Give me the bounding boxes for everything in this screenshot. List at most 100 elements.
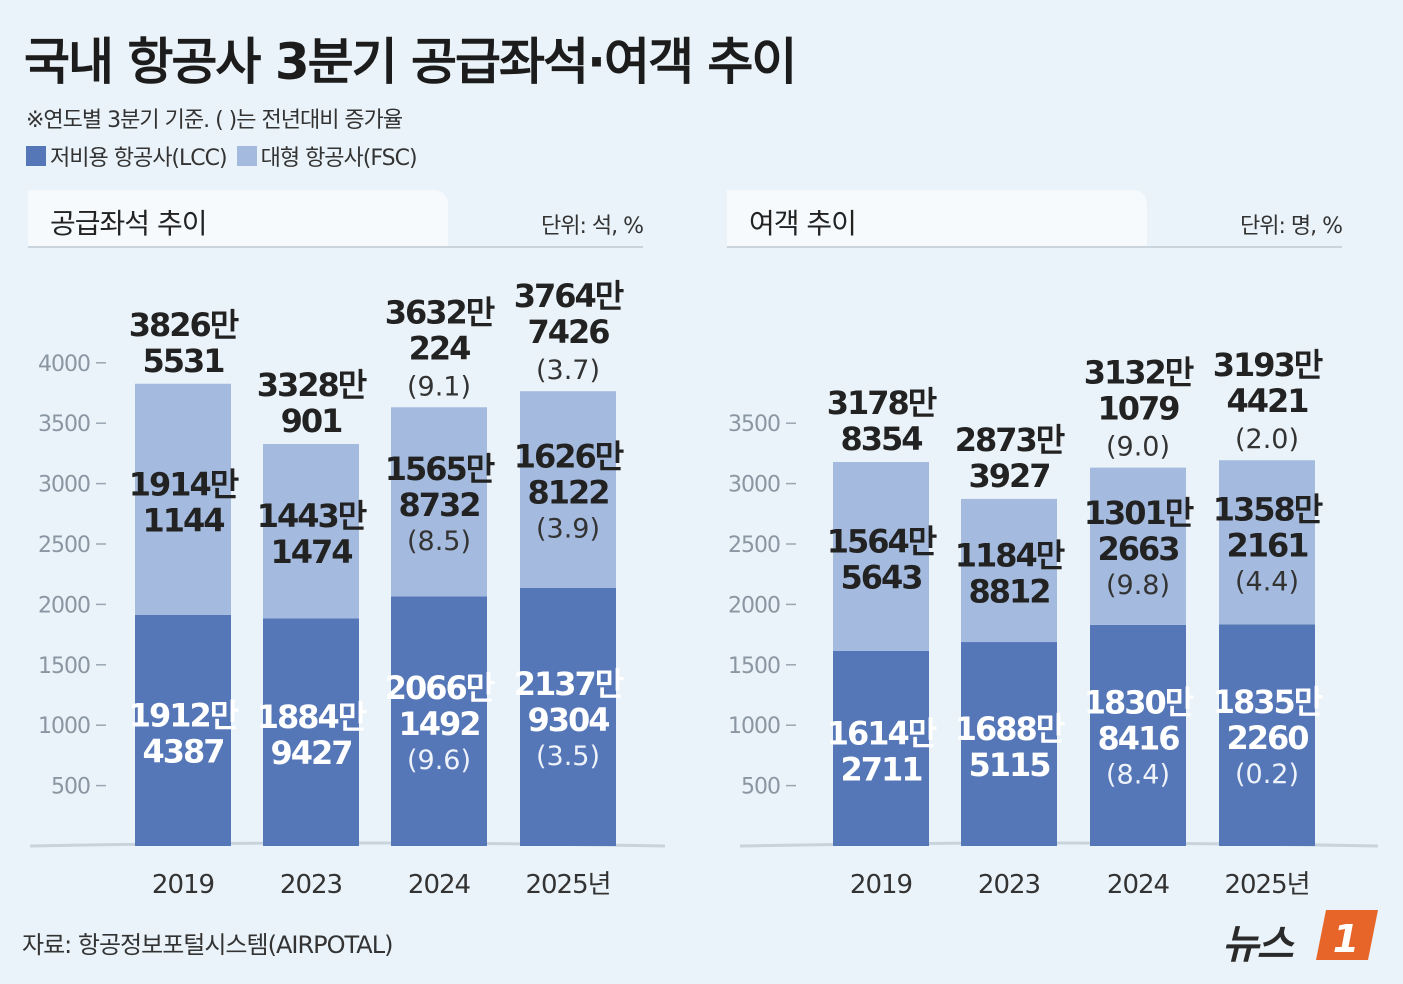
news1-logo: 뉴스 1 — [1222, 906, 1382, 968]
x-tick-label-passengers: 2025년 — [1224, 870, 1309, 900]
growth-label-lcc-passengers: (8.4) — [1106, 759, 1170, 790]
total-label-seats: 5531 — [142, 342, 224, 380]
data-label-lcc-seats: 1884만 — [257, 698, 367, 736]
total-growth-label-passengers: (9.0) — [1106, 432, 1170, 463]
bar-fsc-seats — [135, 383, 231, 615]
panel-tab-seats — [28, 190, 448, 248]
panel-unit-seats: 단위: 석, % — [540, 214, 644, 239]
data-label-lcc-seats: 9304 — [527, 701, 609, 739]
data-label-lcc-seats: 2137만 — [514, 665, 624, 703]
x-tick-label-passengers: 2024 — [1107, 870, 1170, 900]
legend-item-fsc: 대형 항공사(FSC) — [236, 140, 418, 172]
growth-label-fsc-passengers: (9.8) — [1106, 570, 1170, 601]
total-label-passengers: 3927 — [968, 457, 1049, 495]
y-tick-label-seats: 1500 — [38, 654, 90, 679]
legend-swatch-fsc — [236, 146, 257, 166]
data-label-fsc-passengers: 5643 — [840, 558, 921, 596]
bar-lcc-passengers — [961, 642, 1057, 846]
bar-fsc-seats — [391, 407, 487, 597]
data-label-lcc-passengers: 8416 — [1097, 719, 1179, 757]
data-label-fsc-seats: 1144 — [142, 501, 224, 539]
y-tick-label-seats: 2500 — [38, 533, 90, 558]
data-label-lcc-seats: 1912만 — [129, 696, 239, 734]
data-label-fsc-seats: 1474 — [270, 533, 352, 571]
y-tick-label-passengers: 2500 — [728, 533, 780, 558]
data-label-fsc-seats: 8122 — [527, 473, 608, 511]
growth-label-fsc-passengers: (4.4) — [1235, 566, 1299, 597]
data-label-fsc-seats: 1626만 — [514, 437, 624, 475]
panel-divider-passengers — [727, 246, 1342, 248]
bar-fsc-passengers — [961, 498, 1057, 643]
x-tick-label-seats: 2023 — [280, 870, 342, 900]
y-tick-label-passengers: 2000 — [728, 593, 780, 618]
y-tick-label-seats: 2000 — [38, 593, 90, 618]
legend-label-fsc: 대형 항공사(FSC) — [260, 146, 418, 171]
growth-label-fsc-seats: (3.9) — [536, 513, 600, 544]
bar-fsc-passengers — [1090, 467, 1186, 625]
panel-title-seats: 공급좌석 추이 — [50, 207, 207, 240]
x-tick-label-seats: 2024 — [408, 870, 471, 900]
total-label-passengers: 3132만 — [1084, 354, 1194, 392]
panel-title-passengers: 여객 추이 — [749, 207, 857, 240]
growth-label-lcc-passengers: (0.2) — [1235, 759, 1299, 790]
total-label-seats: 3632만 — [385, 293, 495, 331]
x-tick-label-passengers: 2023 — [978, 870, 1040, 900]
logo-mark-number: 1 — [1333, 917, 1359, 961]
x-tick-label-seats: 2019 — [152, 870, 214, 900]
data-label-fsc-seats: 8732 — [398, 486, 479, 524]
y-tick-label-passengers: 3500 — [728, 412, 780, 437]
growth-label-fsc-seats: (8.5) — [407, 526, 471, 557]
total-label-passengers: 2873만 — [955, 421, 1065, 459]
y-tick-label-seats: 4000 — [38, 352, 90, 377]
x-tick-label-seats: 2025년 — [525, 870, 610, 900]
total-label-seats: 224 — [409, 329, 471, 367]
data-label-lcc-passengers: 2711 — [840, 750, 922, 788]
legend-item-lcc: 저비용 항공사(LCC) — [26, 140, 228, 172]
source-note: 자료: 항공정보포털시스템(AIRPOTAL) — [22, 931, 393, 959]
panel-divider-seats — [28, 246, 643, 248]
total-label-seats: 3826만 — [129, 306, 239, 344]
total-growth-label-seats: (9.1) — [407, 371, 471, 402]
y-tick-label-passengers: 500 — [741, 775, 780, 800]
y-tick-label-passengers: 1000 — [728, 714, 780, 739]
data-label-fsc-passengers: 2663 — [1097, 530, 1178, 568]
page-title: 국내 항공사 3분기 공급좌석·여객 추이 — [24, 33, 797, 91]
data-label-lcc-seats: 1492 — [398, 705, 479, 743]
y-tick-label-seats: 1000 — [38, 714, 90, 739]
data-label-lcc-passengers: 1614만 — [827, 714, 937, 752]
data-label-lcc-passengers: 1830만 — [1084, 683, 1194, 721]
bar-lcc-seats — [263, 618, 359, 846]
data-label-lcc-seats: 4387 — [142, 732, 223, 770]
data-label-fsc-passengers: 1564만 — [827, 522, 937, 560]
data-label-fsc-passengers: 1184만 — [955, 536, 1065, 574]
panel-unit-passengers: 단위: 명, % — [1239, 214, 1343, 239]
bar-fsc-seats — [520, 391, 616, 588]
total-growth-label-passengers: (2.0) — [1235, 424, 1299, 455]
logo-mark-icon: 1 — [1316, 910, 1378, 961]
total-label-passengers: 3178만 — [827, 384, 937, 422]
data-label-fsc-passengers: 1358만 — [1213, 490, 1323, 528]
legend-swatch-lcc — [26, 146, 46, 166]
y-tick-label-passengers: 1500 — [728, 654, 780, 679]
growth-label-lcc-seats: (3.5) — [536, 741, 600, 772]
bar-fsc-seats — [263, 443, 359, 619]
total-label-seats: 3328만 — [257, 366, 367, 404]
logo-text: 뉴스 — [1222, 922, 1294, 968]
legend: 저비용 항공사(LCC) 대형 항공사(FSC) — [26, 140, 418, 172]
bar-lcc-passengers — [1090, 624, 1186, 846]
bar-fsc-passengers — [1219, 460, 1315, 625]
y-tick-label-seats: 3000 — [38, 473, 90, 498]
data-label-lcc-passengers: 2260 — [1226, 719, 1308, 757]
total-label-passengers: 3193만 — [1213, 346, 1323, 384]
total-growth-label-seats: (3.7) — [536, 355, 600, 386]
bar-lcc-seats — [391, 596, 487, 846]
bar-lcc-passengers — [833, 650, 929, 846]
data-label-fsc-passengers: 2161 — [1226, 526, 1308, 564]
bar-lcc-seats — [520, 587, 616, 846]
total-label-passengers: 8354 — [840, 420, 922, 458]
data-label-lcc-seats: 2066만 — [385, 669, 495, 707]
total-label-seats: 901 — [281, 402, 343, 440]
panel-header-seats: 공급좌석 추이 단위: 석, % — [28, 190, 644, 248]
subtitle-note: ※연도별 3분기 기준. ( )는 전년대비 증가율 — [26, 108, 403, 133]
